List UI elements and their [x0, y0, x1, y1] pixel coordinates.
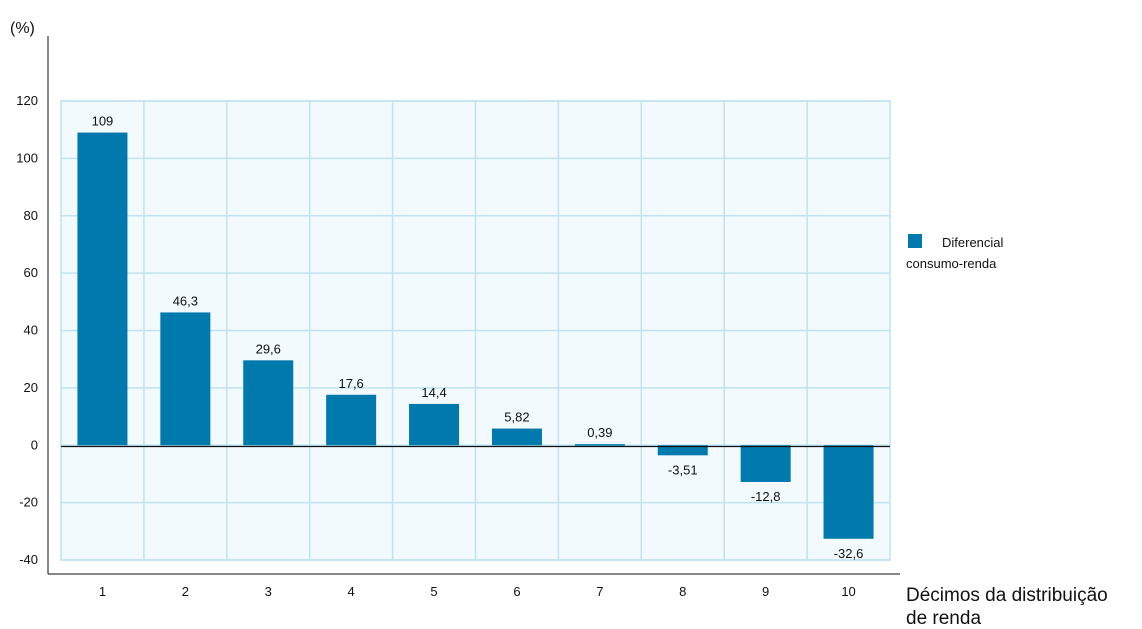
x-tick-label: 4 — [348, 584, 355, 599]
data-label: -32,6 — [834, 546, 864, 561]
bar — [823, 445, 874, 539]
x-tick-label: 2 — [182, 584, 189, 599]
bar — [491, 428, 542, 446]
x-axis-label-line-1: Décimos da distribuição — [906, 585, 1108, 606]
bar — [409, 403, 460, 446]
data-label: 17,6 — [338, 376, 363, 391]
bar — [657, 445, 708, 456]
bar — [243, 360, 294, 446]
x-tick-label: 1 — [99, 584, 106, 599]
x-tick-label: 7 — [596, 584, 603, 599]
x-tick-label: 5 — [430, 584, 437, 599]
data-label: 29,6 — [256, 341, 281, 356]
bar — [160, 312, 211, 446]
x-tick-labels: 1 2 3 4 5 6 7 8 9 10 — [99, 584, 856, 599]
legend-label-line-1: Diferencial — [942, 235, 1004, 250]
x-tick-label: 8 — [679, 584, 686, 599]
bar — [326, 394, 377, 446]
legend-label-line-2: consumo-renda — [906, 256, 997, 271]
y-tick-label: 100 — [16, 150, 38, 165]
data-label: 46,3 — [173, 293, 198, 308]
y-unit-label: (%) — [10, 20, 35, 37]
bar — [740, 445, 791, 482]
y-tick-label: 20 — [24, 380, 38, 395]
x-tick-label: 9 — [762, 584, 769, 599]
y-tick-label: 80 — [24, 208, 38, 223]
x-tick-label: 6 — [513, 584, 520, 599]
data-label: -12,8 — [751, 489, 781, 504]
y-tick-label: -20 — [19, 495, 38, 510]
data-label: 5,82 — [504, 410, 529, 425]
grid-lines — [61, 100, 890, 561]
x-tick-label: 10 — [841, 584, 855, 599]
data-label: 109 — [92, 114, 114, 129]
data-label: 14,4 — [421, 385, 446, 400]
legend-swatch — [908, 234, 922, 248]
y-tick-label: 120 — [16, 93, 38, 108]
y-tick-label: 40 — [24, 323, 38, 338]
y-tick-labels: -40 -20 0 20 40 60 80 100 120 — [16, 93, 38, 567]
data-label: 0,39 — [587, 425, 612, 440]
y-tick-label: -40 — [19, 552, 38, 567]
bar — [574, 444, 625, 446]
y-tick-label: 60 — [24, 265, 38, 280]
bars — [77, 132, 874, 539]
data-label: -3,51 — [668, 462, 698, 477]
x-tick-label: 3 — [265, 584, 272, 599]
data-labels: 109 46,3 29,6 17,6 14,4 5,82 0,39 -3,51 -12,8 -32… — [92, 114, 864, 561]
x-axis-label-line-2: de renda — [906, 608, 981, 629]
y-tick-label: 0 — [31, 437, 38, 452]
bar — [77, 132, 128, 446]
